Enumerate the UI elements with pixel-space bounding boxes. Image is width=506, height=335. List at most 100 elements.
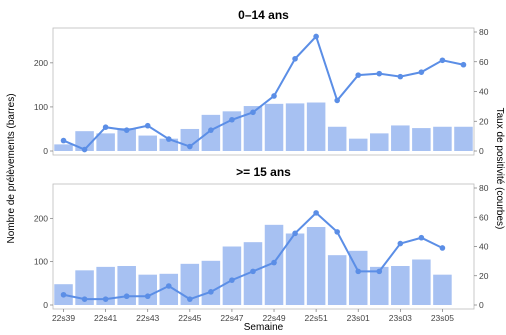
line-point	[208, 289, 214, 295]
line-point	[334, 229, 340, 235]
line-point	[334, 97, 340, 104]
bar	[54, 144, 73, 151]
bar	[75, 270, 94, 305]
bar	[412, 259, 431, 305]
bar	[243, 106, 263, 151]
bar	[117, 128, 136, 151]
bar	[96, 266, 115, 305]
line-point	[271, 259, 277, 266]
y-left-tick-label: 0	[43, 300, 48, 310]
y-left-tick-label: 100	[34, 102, 48, 112]
line-point	[229, 116, 235, 123]
x-tick-label: 22s49	[262, 313, 285, 323]
series-line	[63, 34, 464, 151]
y-right-tick-label: 80	[479, 183, 489, 193]
bar	[327, 255, 347, 305]
y-left-tick-label: 0	[43, 146, 48, 156]
line-point	[376, 70, 383, 77]
bar	[222, 246, 242, 305]
y-right-tick-label: 0	[479, 146, 484, 156]
y-left-tick-label: 100	[34, 257, 48, 267]
line-point	[102, 296, 109, 302]
bar	[117, 266, 136, 305]
y-right-tick-label: 40	[479, 87, 489, 97]
y-left-tick-label: 200	[34, 58, 48, 68]
line-point	[397, 240, 404, 247]
bar	[306, 227, 326, 305]
bar	[433, 126, 452, 151]
panel-title: >= 15 ans	[236, 165, 291, 179]
line-point	[123, 127, 130, 133]
line-point	[102, 124, 109, 130]
line-point	[355, 268, 362, 275]
line-point	[123, 293, 130, 300]
x-tick-label: 22s41	[94, 313, 117, 323]
bar	[370, 133, 389, 151]
line-point	[313, 33, 319, 40]
line-point	[418, 69, 425, 75]
line-point	[250, 268, 256, 275]
x-tick-label: 22s51	[305, 313, 328, 323]
line-point	[165, 136, 172, 142]
x-tick-label: 22s47	[220, 313, 243, 323]
y-right-tick-label: 20	[479, 271, 489, 281]
bar	[391, 266, 410, 305]
y-right-tick-label: 40	[479, 242, 489, 252]
x-tick-label: 23s05	[431, 313, 454, 323]
x-tick-label: 22s45	[178, 313, 201, 323]
line-point	[60, 137, 67, 144]
bar	[180, 263, 200, 305]
bar	[138, 135, 157, 151]
bar	[327, 126, 347, 151]
line-point	[376, 268, 383, 275]
bar	[454, 126, 473, 151]
line-point	[292, 55, 298, 62]
x-tick-label: 23s03	[389, 313, 412, 323]
line-point	[355, 72, 362, 78]
panel-frame	[52, 27, 475, 156]
y-left-axis-title: Nombre de prélèvements (barres)	[6, 93, 17, 243]
bar	[412, 128, 431, 151]
line-point	[397, 73, 404, 80]
line-point	[187, 143, 193, 150]
line-point	[165, 283, 172, 289]
y-right-tick-label: 60	[479, 212, 489, 222]
line-point	[229, 277, 235, 283]
bar	[285, 103, 305, 151]
line-point	[313, 210, 319, 216]
line-point	[292, 230, 298, 237]
line-point	[144, 122, 151, 129]
bar	[433, 274, 452, 305]
line-point	[439, 245, 446, 251]
line-point	[439, 57, 446, 64]
y-left-tick-label: 200	[34, 213, 48, 223]
line-point	[60, 291, 67, 298]
line-point	[460, 61, 467, 68]
y-right-axis-title: Taux de positivité (courbes)	[494, 108, 505, 230]
bar	[306, 102, 326, 151]
y-right-tick-label: 60	[479, 57, 489, 67]
y-right-tick-label: 20	[479, 116, 489, 126]
bar	[391, 125, 410, 151]
line-point	[208, 127, 214, 133]
line-point	[250, 109, 256, 116]
bar	[264, 103, 284, 151]
line-point	[418, 234, 425, 241]
bar	[201, 260, 221, 305]
bar	[370, 266, 389, 305]
line-point	[187, 296, 193, 302]
bar	[159, 273, 179, 305]
line-point	[81, 296, 88, 302]
x-tick-label: 22s39	[52, 313, 75, 323]
panel-title: 0–14 ans	[238, 8, 289, 22]
y-right-tick-label: 80	[479, 27, 489, 37]
bar	[348, 138, 368, 151]
x-tick-label: 22s43	[136, 313, 159, 323]
panel-frame	[52, 183, 475, 310]
x-axis-title: Semaine	[244, 322, 284, 333]
bar	[138, 274, 157, 305]
bar	[96, 133, 115, 151]
x-tick-label: 23s01	[347, 313, 370, 323]
